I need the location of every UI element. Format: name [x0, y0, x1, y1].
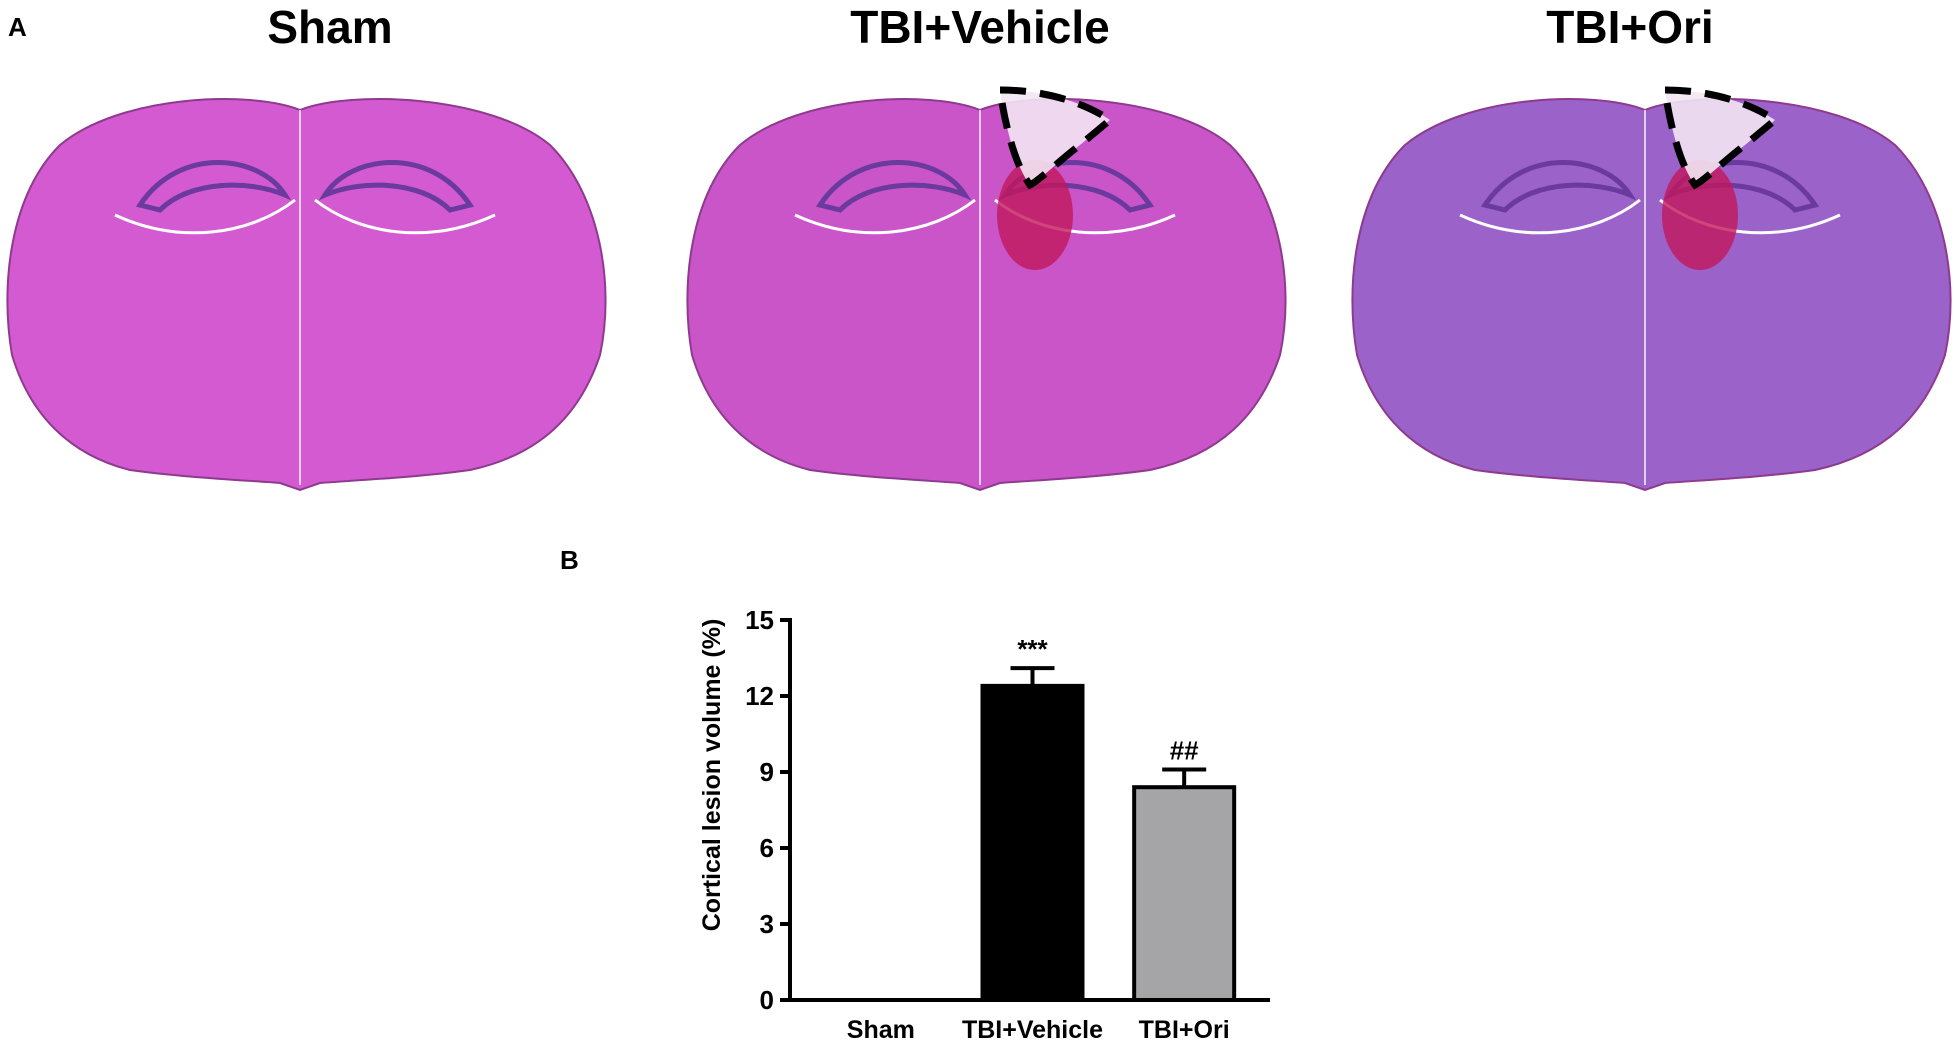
significance-marker: ##: [1170, 735, 1199, 765]
brain-outline: [6, 98, 607, 492]
white-matter-tract: [114, 198, 496, 235]
y-tick-label: 0: [760, 985, 774, 1015]
lesion-dashed-outline: [1660, 86, 1781, 190]
title-tbi-ori: TBI+Ori: [1546, 1, 1714, 53]
title-sham: Sham: [267, 1, 393, 53]
hippocampus-left: [815, 160, 972, 213]
brain-section-tbi-vehicle: [686, 86, 1287, 492]
x-tick-label: TBI+Vehicle: [962, 1016, 1103, 1044]
y-tick-label: 6: [760, 833, 774, 863]
hemorrhage-region: [997, 160, 1073, 270]
brain-section-sham: [6, 98, 607, 492]
panel-a-label: A: [8, 12, 27, 42]
lesion-dashed-outline: [995, 86, 1116, 190]
hippocampus-left: [135, 160, 292, 213]
hemorrhage-region: [1662, 160, 1738, 270]
x-tick-label: TBI+Ori: [1139, 1016, 1230, 1044]
y-tick-label: 15: [745, 605, 774, 635]
panel-b-label: B: [560, 545, 579, 575]
y-axis-label: Cortical lesion volume (%): [698, 619, 726, 932]
y-tick-label: 12: [745, 681, 774, 711]
lesion-volume-bar-chart: Cortical lesion volume (%) 0 3 6 9 12 15 Sham *…: [698, 605, 1270, 1044]
hippocampus-left: [1480, 160, 1637, 213]
brain-section-tbi-ori: [1351, 86, 1952, 492]
lesion-cavity: [1665, 90, 1775, 185]
lesion-cavity: [1000, 90, 1110, 185]
brain-outline: [686, 98, 1287, 492]
hippocampus-right: [318, 160, 475, 213]
y-tick-label: 9: [760, 757, 774, 787]
x-tick-label: Sham: [847, 1016, 915, 1044]
brain-outline: [1351, 98, 1952, 492]
title-tbi-vehicle: TBI+Vehicle: [850, 1, 1110, 53]
significance-marker: ***: [1017, 634, 1048, 664]
y-tick-label: 3: [760, 909, 774, 939]
bar-tbi-ori: [1132, 785, 1237, 1002]
bar-tbi-vehicle: [980, 683, 1085, 1002]
